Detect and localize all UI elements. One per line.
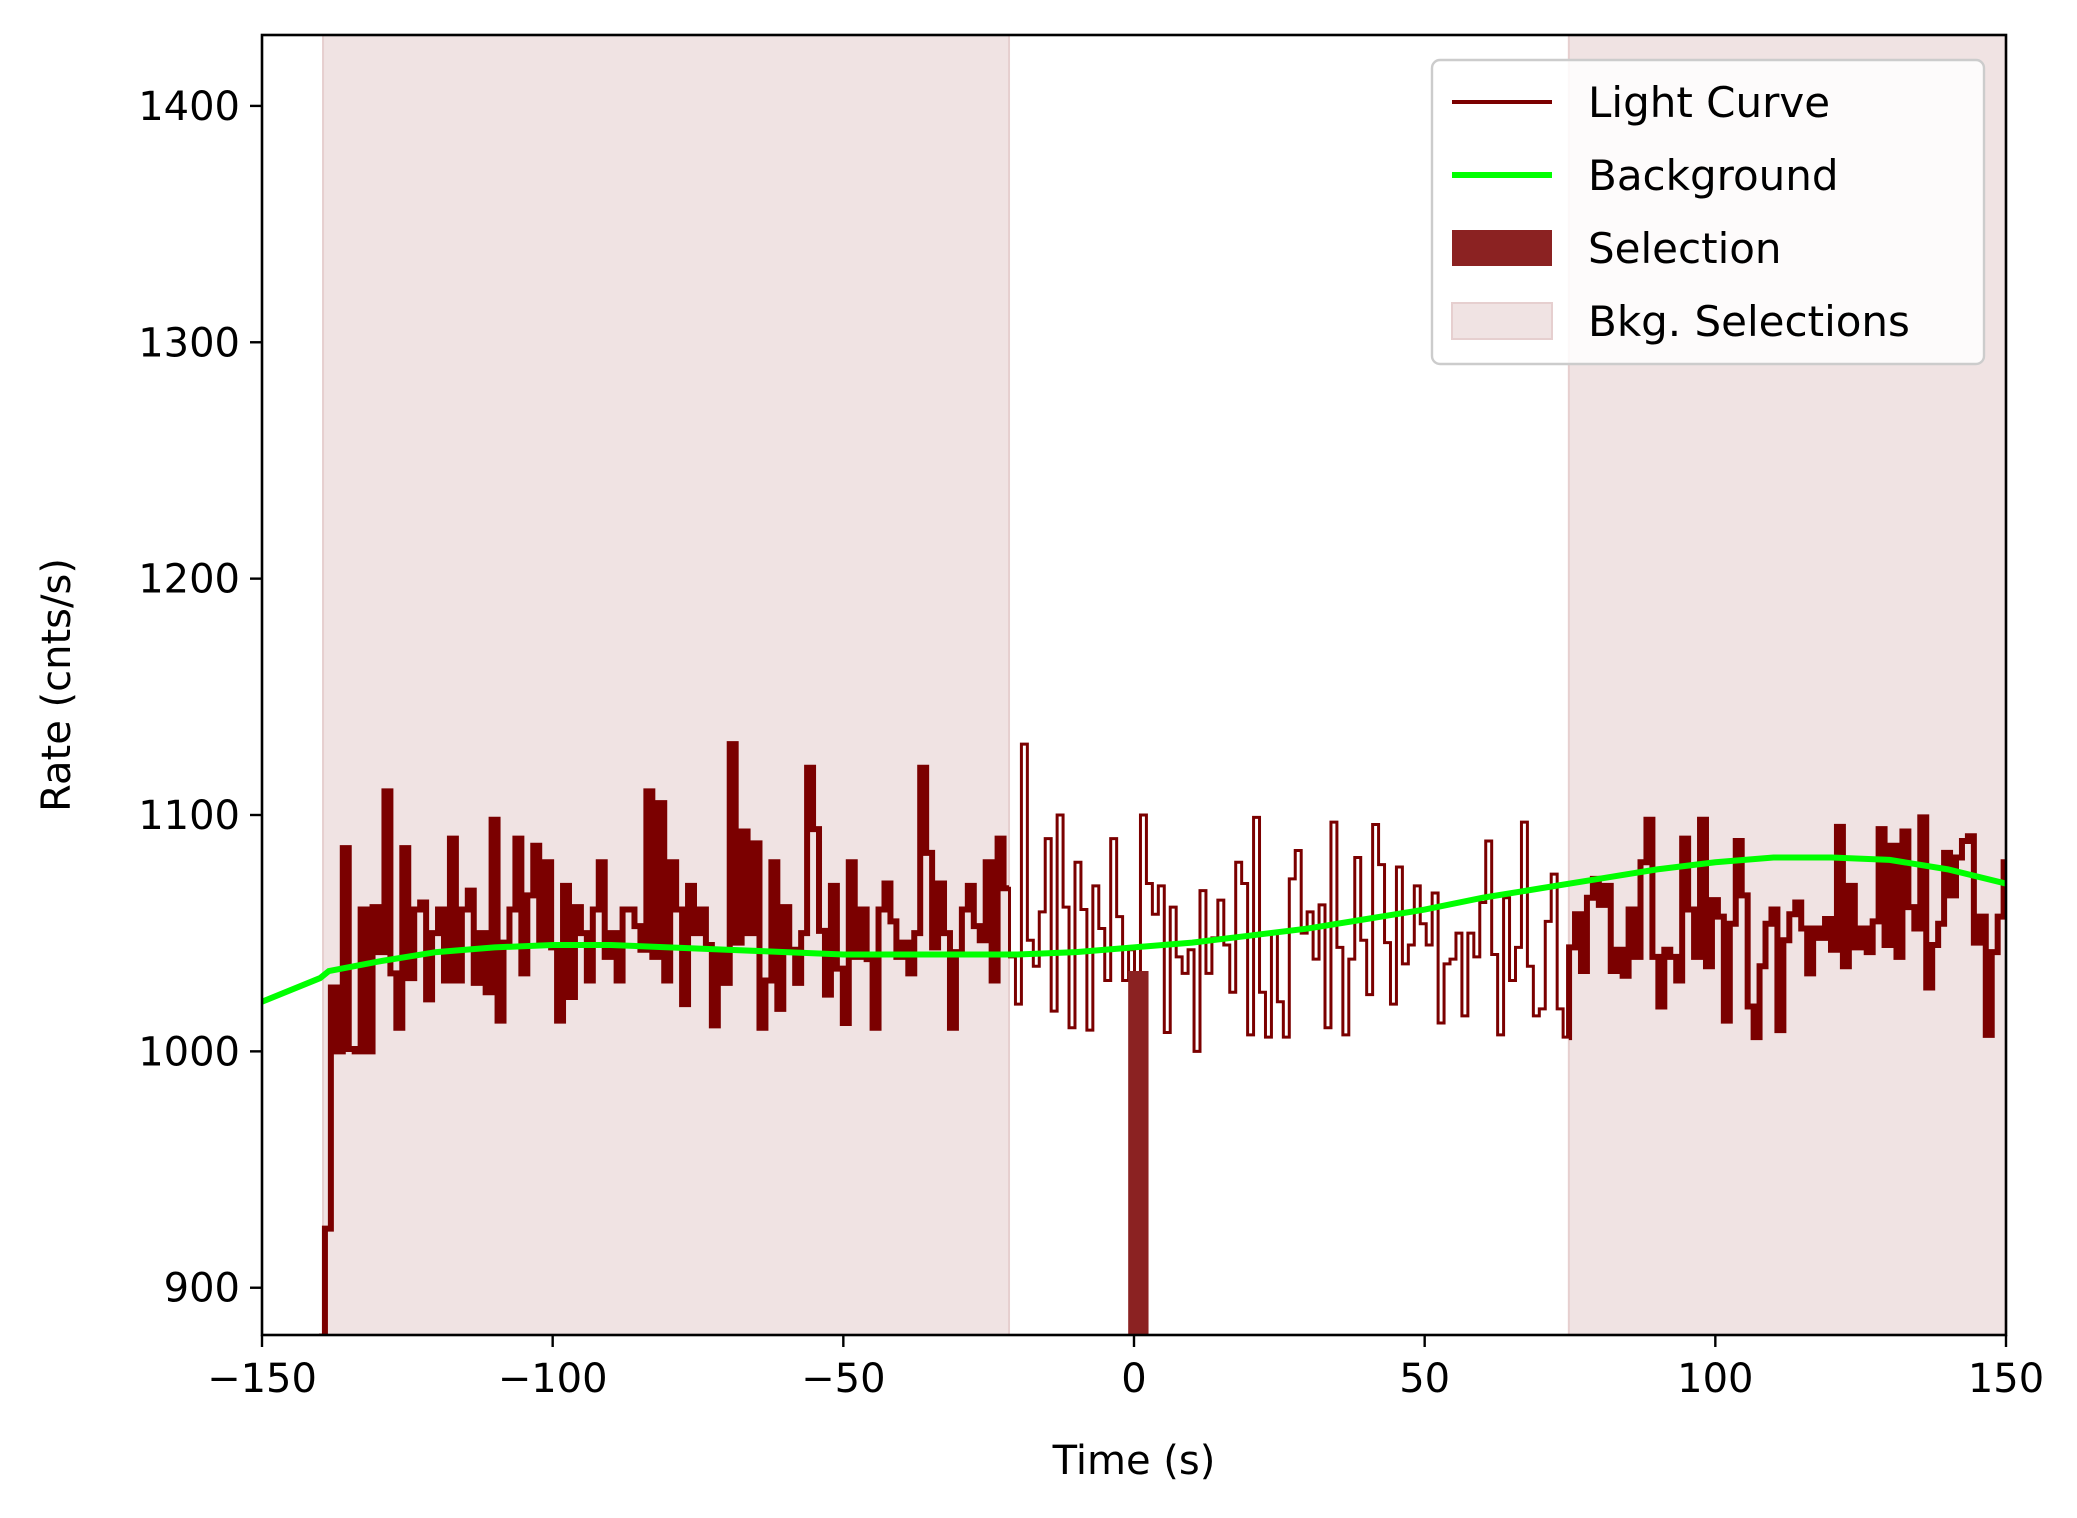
legend-label: Light Curve bbox=[1588, 78, 1830, 127]
legend-label: Background bbox=[1588, 151, 1839, 200]
y-tick-label: 1400 bbox=[138, 84, 240, 130]
x-tick-label: −150 bbox=[207, 1356, 317, 1402]
x-tick-label: −100 bbox=[498, 1356, 608, 1402]
x-tick-label: 150 bbox=[1968, 1356, 2044, 1402]
legend-swatch-selection bbox=[1452, 230, 1552, 266]
y-axis: 900 1000 1100 1200 1300 1400 bbox=[138, 84, 262, 1312]
light-curve-bkg-selected bbox=[321, 741, 2006, 1335]
legend-box bbox=[1430, 58, 1986, 366]
x-tick-label: 100 bbox=[1677, 1356, 1753, 1402]
bkg-selection-region bbox=[323, 35, 1010, 1335]
y-tick-label: 900 bbox=[164, 1266, 240, 1312]
y-tick-label: 1300 bbox=[138, 320, 240, 366]
selection-region bbox=[1128, 971, 1149, 1335]
x-tick-label: −50 bbox=[801, 1356, 885, 1402]
y-tick-label: 1000 bbox=[138, 1029, 240, 1075]
x-tick-label: 50 bbox=[1399, 1356, 1450, 1402]
legend-label: Selection bbox=[1588, 224, 1782, 273]
y-tick-label: 1200 bbox=[138, 557, 240, 603]
legend-swatch-bkg-selections bbox=[1451, 302, 1553, 340]
legend-label: Bkg. Selections bbox=[1588, 297, 1910, 346]
x-axis-label: Time (s) bbox=[1052, 1438, 1216, 1484]
x-tick-label: 0 bbox=[1121, 1356, 1146, 1402]
y-axis-label: Rate (cnts/s) bbox=[34, 558, 80, 812]
x-axis: −150 −100 −50 0 50 100 150 bbox=[207, 1335, 2044, 1402]
legend: Light Curve Background Selection Bkg. Selec… bbox=[1430, 58, 1986, 366]
y-tick-label: 1100 bbox=[138, 793, 240, 839]
background-curve bbox=[262, 854, 2006, 1005]
